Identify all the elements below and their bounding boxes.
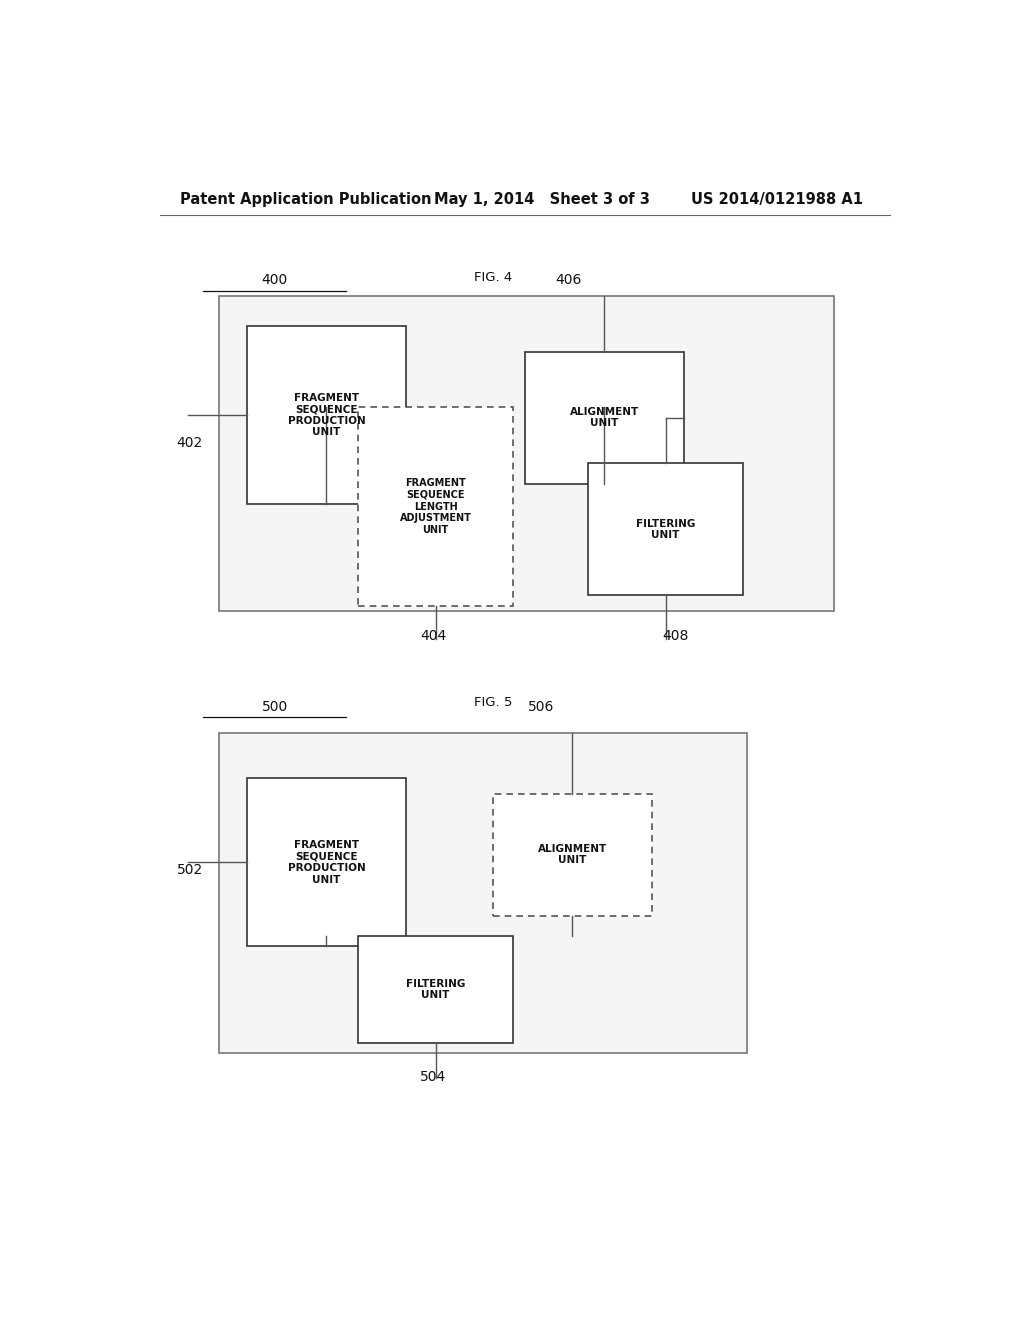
Bar bbox=[247, 326, 406, 504]
Text: FRAGMENT
SEQUENCE
PRODUCTION
UNIT: FRAGMENT SEQUENCE PRODUCTION UNIT bbox=[288, 392, 366, 437]
Bar bbox=[219, 296, 835, 611]
Text: 406: 406 bbox=[555, 273, 582, 288]
Text: ALIGNMENT
UNIT: ALIGNMENT UNIT bbox=[538, 843, 607, 866]
Bar bbox=[494, 793, 652, 916]
Text: 502: 502 bbox=[177, 863, 203, 876]
Text: 404: 404 bbox=[421, 630, 446, 643]
Text: Patent Application Publication: Patent Application Publication bbox=[179, 191, 431, 206]
Text: ALIGNMENT
UNIT: ALIGNMENT UNIT bbox=[569, 407, 639, 429]
Text: 500: 500 bbox=[262, 700, 288, 714]
Bar bbox=[247, 779, 406, 946]
Bar bbox=[358, 408, 513, 606]
Text: 402: 402 bbox=[177, 436, 203, 450]
Text: FIG. 4: FIG. 4 bbox=[474, 271, 512, 284]
Text: May 1, 2014   Sheet 3 of 3: May 1, 2014 Sheet 3 of 3 bbox=[433, 191, 649, 206]
Text: 506: 506 bbox=[527, 700, 554, 714]
Bar bbox=[219, 733, 748, 1053]
Bar bbox=[358, 936, 513, 1043]
Text: 504: 504 bbox=[421, 1071, 446, 1084]
Bar bbox=[588, 463, 743, 595]
Text: 408: 408 bbox=[663, 630, 689, 643]
Text: FIG. 5: FIG. 5 bbox=[474, 696, 512, 709]
Text: 400: 400 bbox=[262, 273, 288, 288]
Text: FILTERING
UNIT: FILTERING UNIT bbox=[406, 978, 465, 1001]
Text: FRAGMENT
SEQUENCE
LENGTH
ADJUSTMENT
UNIT: FRAGMENT SEQUENCE LENGTH ADJUSTMENT UNIT bbox=[399, 478, 471, 535]
Bar bbox=[524, 351, 684, 483]
Text: FILTERING
UNIT: FILTERING UNIT bbox=[636, 519, 695, 540]
Text: US 2014/0121988 A1: US 2014/0121988 A1 bbox=[691, 191, 863, 206]
Text: FRAGMENT
SEQUENCE
PRODUCTION
UNIT: FRAGMENT SEQUENCE PRODUCTION UNIT bbox=[288, 840, 366, 884]
